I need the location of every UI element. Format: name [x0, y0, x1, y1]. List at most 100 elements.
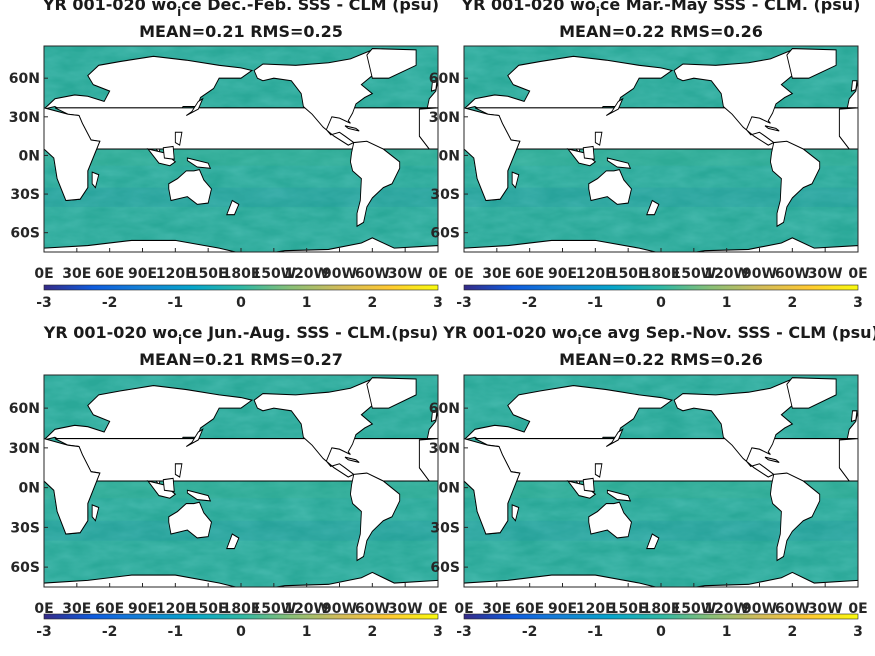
x-tick-label: 60W [355, 266, 390, 282]
x-tick-label: 30W [388, 266, 423, 282]
panel-subtitle: MEAN=0.22 RMS=0.26 [559, 22, 763, 41]
x-tick-label: 150W [251, 266, 296, 282]
y-tick-label: 0N [439, 481, 460, 497]
x-tick-label: 90W [742, 266, 777, 282]
colorbar-tick-label: -3 [456, 624, 472, 640]
colorbar-tick-label: -3 [36, 295, 52, 311]
colorbar-tick-label: 1 [302, 295, 312, 311]
y-tick-label: 30N [9, 110, 40, 126]
x-tick-label: 90E [548, 266, 577, 282]
x-tick-label: 150W [671, 601, 716, 617]
colorbar-tick-label: 2 [367, 624, 377, 640]
subtropical-band [464, 187, 858, 207]
colorbar-tick-label: -3 [456, 295, 472, 311]
y-tick-label: 60N [9, 71, 40, 87]
colorbar-tick-label: -3 [36, 624, 52, 640]
x-tick-label: 0E [428, 266, 447, 282]
x-tick-label: 0E [34, 266, 53, 282]
x-tick-label: 60E [515, 601, 544, 617]
x-tick-label: 90W [322, 601, 357, 617]
panel-title: YR 001-020 woice avg Sep.-Nov. SSS - CLM… [442, 323, 875, 347]
x-tick-label: 150E [189, 266, 228, 282]
y-tick-label: 0N [439, 148, 460, 164]
y-tick-label: 30N [9, 441, 40, 457]
y-tick-label: 30N [429, 441, 460, 457]
panel-subtitle: MEAN=0.22 RMS=0.26 [559, 350, 763, 369]
colorbar-tick-label: 1 [302, 624, 312, 640]
colorbar-tick-label: 0 [656, 295, 666, 311]
x-tick-label: 30E [482, 266, 511, 282]
colorbar-tick-label: -2 [522, 624, 538, 640]
x-tick-label: 180E [642, 266, 681, 282]
x-tick-label: 0E [428, 601, 447, 617]
panel-subtitle: MEAN=0.21 RMS=0.27 [139, 350, 343, 369]
map-area [44, 375, 438, 587]
y-tick-label: 60S [10, 226, 40, 242]
x-tick-label: 120W [704, 601, 749, 617]
panel-title: YR 001-020 woice Jun.-Aug. SSS - CLM.(ps… [43, 323, 438, 347]
subtropical-band [44, 520, 438, 541]
y-tick-label: 60N [429, 71, 460, 87]
x-tick-label: 0E [34, 601, 53, 617]
y-tick-label: 30S [430, 520, 460, 536]
y-tick-label: 30S [430, 187, 460, 203]
map-panel-3: YR 001-020 woice Jun.-Aug. SSS - CLM.(ps… [9, 323, 448, 640]
panel-subtitle: MEAN=0.21 RMS=0.25 [139, 22, 343, 41]
colorbar-tick-label: -1 [168, 624, 184, 640]
x-tick-label: 180E [222, 601, 261, 617]
x-tick-label: 90E [548, 601, 577, 617]
y-tick-label: 0N [19, 481, 40, 497]
colorbar-tick-label: 1 [722, 624, 732, 640]
colorbar-tick-label: 1 [722, 295, 732, 311]
x-tick-label: 120W [284, 601, 329, 617]
subtropical-band [464, 520, 858, 541]
x-tick-label: 90W [742, 601, 777, 617]
x-tick-label: 120E [576, 266, 615, 282]
colorbar-tick-label: 0 [656, 624, 666, 640]
colorbar-tick-label: -1 [588, 295, 604, 311]
y-tick-label: 0N [19, 148, 40, 164]
x-tick-label: 150E [189, 601, 228, 617]
colorbar-tick-label: 3 [853, 624, 863, 640]
colorbar-tick-label: 2 [367, 295, 377, 311]
x-tick-label: 30W [388, 601, 423, 617]
x-tick-label: 150W [671, 266, 716, 282]
colorbar-tick-label: 3 [853, 295, 863, 311]
colorbar [43, 284, 439, 291]
colorbar-tick-label: -1 [588, 624, 604, 640]
x-tick-label: 60E [95, 601, 124, 617]
panel-title: YR 001-020 woice Mar.-May SSS - CLM. (ps… [461, 0, 861, 19]
x-tick-label: 120W [284, 266, 329, 282]
x-tick-label: 180E [642, 601, 681, 617]
map-panel-1: YR 001-020 woice Dec.-Feb. SSS - CLM (ps… [9, 0, 448, 311]
colorbar-tick-label: 3 [433, 624, 443, 640]
panel-title: YR 001-020 woice Dec.-Feb. SSS - CLM (ps… [42, 0, 439, 19]
colorbar-tick-label: 0 [236, 295, 246, 311]
map-area [464, 375, 858, 587]
x-tick-label: 120W [704, 266, 749, 282]
x-tick-label: 0E [454, 266, 473, 282]
x-tick-label: 120E [156, 266, 195, 282]
x-tick-label: 150E [609, 266, 648, 282]
x-tick-label: 120E [576, 601, 615, 617]
x-tick-label: 30E [62, 601, 91, 617]
y-tick-label: 60S [10, 560, 40, 576]
y-tick-label: 30N [429, 110, 460, 126]
x-tick-label: 0E [848, 601, 867, 617]
x-tick-label: 30W [808, 601, 843, 617]
x-tick-label: 60W [775, 266, 810, 282]
x-tick-label: 120E [156, 601, 195, 617]
x-tick-label: 150W [251, 601, 296, 617]
colorbar-tick-label: 0 [236, 624, 246, 640]
subtropical-band [44, 187, 438, 207]
x-tick-label: 30W [808, 266, 843, 282]
x-tick-label: 0E [848, 266, 867, 282]
colorbar-tick-label: -2 [522, 295, 538, 311]
colorbar-tick-label: -1 [168, 295, 184, 311]
colorbar [463, 284, 859, 291]
colorbar-tick-label: 2 [787, 624, 797, 640]
y-tick-label: 30S [10, 520, 40, 536]
map-panel-2: YR 001-020 woice Mar.-May SSS - CLM. (ps… [429, 0, 868, 311]
x-tick-label: 60E [515, 266, 544, 282]
